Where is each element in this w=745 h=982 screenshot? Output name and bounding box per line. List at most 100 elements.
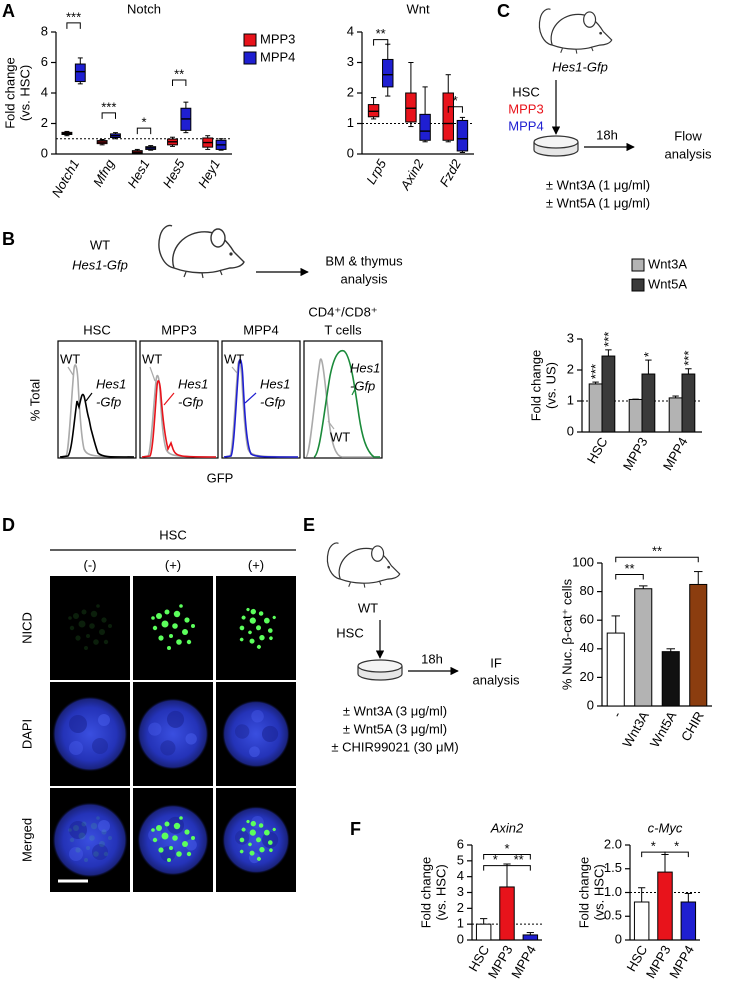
cell-label: MPP4 (508, 118, 543, 133)
y-axis-label: % Total (27, 379, 42, 422)
y-tick-label: 4 (457, 868, 464, 883)
y-axis-label: (vs. US) (543, 362, 558, 409)
y-tick-label: 0 (41, 145, 48, 160)
pointer (351, 386, 357, 396)
significance-label: *** (588, 364, 603, 379)
histogram-title: MPP4 (243, 322, 278, 337)
reporter-curve (141, 380, 217, 458)
curve-label: Hes1 (96, 376, 126, 391)
cell-label: HSC (336, 625, 363, 640)
y-tick-label: 4 (41, 84, 48, 99)
legend-swatch (243, 51, 257, 65)
significance-bracket (447, 106, 463, 113)
histogram-title: MPP3 (161, 322, 196, 337)
significance-label: *** (601, 332, 616, 347)
legend-swatch (243, 33, 257, 47)
bar (641, 373, 656, 433)
y-tick-label: 6 (41, 54, 48, 69)
significance-label: *** (101, 99, 116, 114)
bar (588, 383, 603, 433)
x-tick-label: Wnt5A (647, 708, 680, 750)
curve-label: Hes1 (260, 376, 290, 391)
x-tick-label: MPP3 (620, 435, 651, 473)
bar (601, 355, 616, 433)
pointer (244, 392, 257, 404)
y-axis-label: Fold change (418, 857, 433, 929)
condition-label: (-) (84, 557, 97, 572)
mouse-icon (326, 542, 401, 589)
y-tick-label: 4 (347, 23, 354, 38)
significance-bracket (136, 127, 152, 135)
row-label: DAPI (19, 719, 34, 749)
significance-label: *** (66, 9, 81, 24)
significance-label: ** (376, 26, 386, 41)
mouse-icon (538, 8, 613, 55)
histogram: WT Hes1 -Gfp (303, 340, 383, 459)
curve-label: WT (142, 351, 162, 366)
box (456, 119, 469, 152)
significance-label: * (674, 839, 679, 854)
y-tick-label: 0 (615, 931, 622, 946)
significance-bracket (664, 851, 689, 858)
mouse-icon (158, 224, 245, 279)
significance-label: * (493, 852, 498, 867)
significance-label: * (641, 352, 656, 357)
panel-letter: C (497, 1, 510, 21)
reporter-curve (59, 393, 135, 458)
curve-label: WT (224, 351, 244, 366)
treatment-label: ± Wnt3A (1 μg/ml) (546, 177, 650, 192)
curve-label: -Gfp (96, 394, 121, 409)
significance-bracket (615, 573, 644, 580)
bar (661, 651, 680, 707)
x-tick-label: MPP4 (666, 943, 697, 981)
bar (668, 397, 683, 433)
treatment-label: ± Wnt5A (1 μg/ml) (546, 195, 650, 210)
y-tick-label: 40 (580, 640, 594, 655)
time-label: 18h (596, 127, 618, 142)
panel-letter: B (2, 229, 15, 249)
y-axis-label: (vs. HSC) (591, 864, 606, 920)
pointer (85, 392, 93, 402)
y-tick-label: 20 (580, 669, 594, 684)
panel-letter: A (2, 1, 15, 21)
y-tick-label: 3 (567, 330, 574, 345)
y-axis-label: Fold change (576, 857, 591, 929)
chart-title: Axin2 (490, 820, 524, 835)
treatment-label: ± Wnt5A (3 μg/ml) (343, 721, 447, 736)
y-tick-label: 2 (41, 115, 48, 130)
significance-bracket (101, 112, 116, 119)
y-tick-label: 100 (572, 554, 594, 569)
significance-label: * (453, 93, 458, 108)
reporter-curve (223, 358, 299, 458)
result-label: BM & thymus (325, 253, 403, 268)
y-tick-label: 60 (580, 612, 594, 627)
micrograph (50, 576, 130, 680)
x-tick-label: Fzd2 (436, 156, 464, 189)
row-label: Merged (19, 818, 34, 862)
x-tick-label: Hes5 (160, 156, 189, 190)
micrograph (133, 576, 213, 680)
time-label: 18h (421, 651, 443, 666)
y-tick-label: 8 (41, 23, 48, 38)
genotype-label: WT (90, 237, 110, 252)
y-tick-label: 0 (567, 423, 574, 438)
micrograph (216, 576, 296, 680)
dish-icon (533, 135, 579, 157)
legend-label: MPP3 (260, 31, 295, 46)
x-tick-label: Mfng (90, 156, 118, 189)
chart-title: Wnt (406, 1, 430, 16)
y-tick-label: 0 (347, 145, 354, 160)
y-tick-label: 0 (457, 931, 464, 946)
bar (475, 923, 492, 941)
y-tick-label: 3 (347, 54, 354, 69)
bar (681, 373, 696, 433)
y-tick-label: 3 (457, 884, 464, 899)
result-label: analysis (341, 271, 388, 286)
readout-label: analysis (665, 146, 712, 161)
y-tick-label: 2 (347, 84, 354, 99)
significance-label: ** (174, 66, 184, 81)
x-tick-label: HSC (584, 435, 611, 466)
x-axis-label: GFP (207, 470, 234, 485)
y-tick-label: 2 (567, 361, 574, 376)
